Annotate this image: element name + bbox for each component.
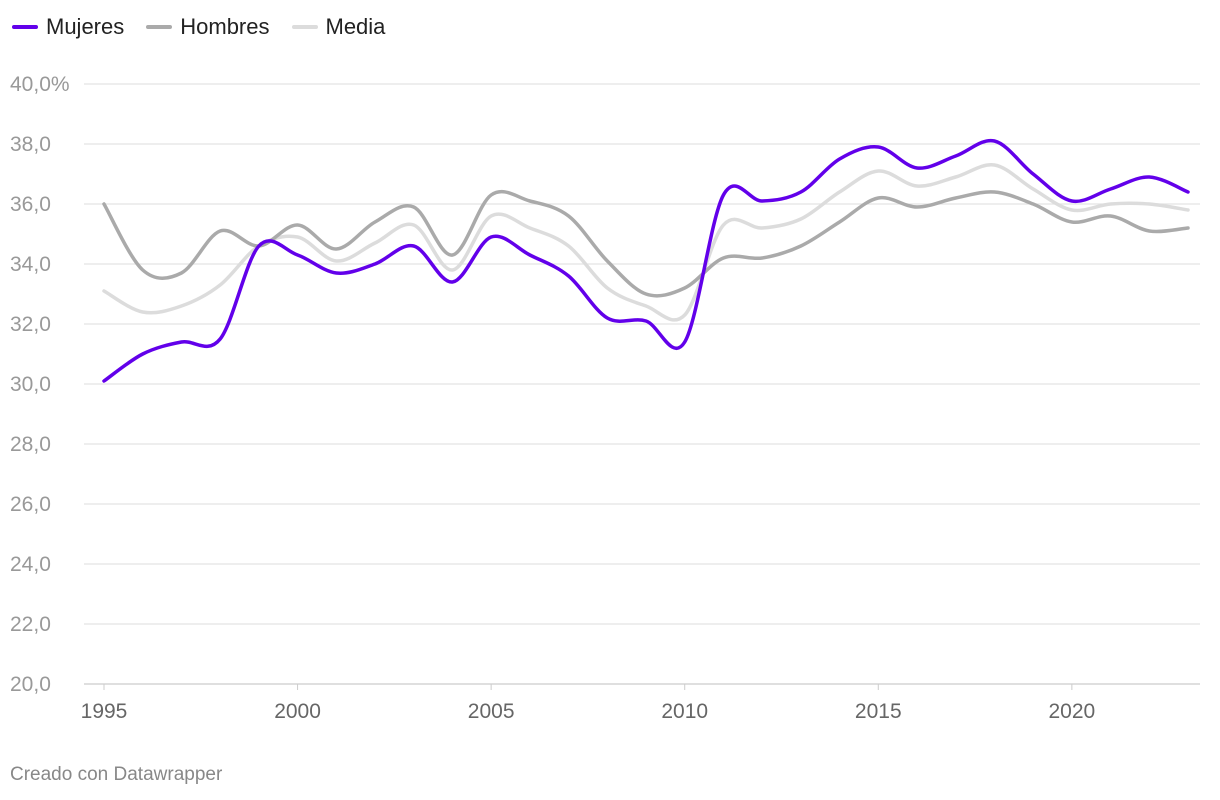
grid-lines	[84, 83, 1200, 685]
legend-label-hombres: Hombres	[180, 14, 270, 39]
legend-swatch-media	[291, 25, 318, 29]
x-tick-label: 2000	[274, 700, 321, 723]
x-tick-label: 2005	[468, 700, 515, 723]
series-line-mujeres	[102, 138, 1190, 383]
legend-item-hombres: Hombres	[146, 14, 270, 40]
x-tick-label: 2010	[661, 700, 708, 723]
x-tick-label: 1995	[81, 700, 128, 723]
y-tick-label: 32,0	[10, 313, 51, 336]
legend-label-media: Media	[325, 14, 386, 39]
legend-item-mujeres: Mujeres	[12, 14, 124, 40]
y-tick-label: 28,0	[10, 433, 51, 456]
x-tick-label: 2015	[855, 700, 902, 723]
y-tick-label: 24,0	[10, 553, 51, 576]
y-tick-label: 22,0	[10, 613, 51, 636]
series-line-media	[102, 163, 1190, 322]
legend-label-mujeres: Mujeres	[46, 14, 125, 39]
legend-swatch-mujeres	[12, 25, 38, 29]
y-tick-label: 26,0	[10, 493, 51, 516]
y-tick-label: 34,0	[10, 253, 51, 276]
legend-item-media: Media	[291, 14, 386, 40]
y-axis: 20,0 22,0 24,0 26,0 28,0 30,0 32,0 34,0 36,0 38,0…	[10, 73, 70, 696]
x-axis: 1995 2000 2005 2010 2015 2020	[81, 684, 1095, 723]
series-lines	[102, 138, 1190, 383]
y-tick-label: 40,0%	[10, 73, 70, 96]
legend-swatch-hombres	[146, 25, 173, 29]
y-tick-label: 38,0	[10, 133, 51, 156]
x-tick-label: 2020	[1048, 700, 1095, 723]
series-line-hombres	[102, 189, 1190, 298]
y-tick-label: 36,0	[10, 193, 51, 216]
legend: Mujeres Hombres Media	[12, 14, 385, 40]
y-tick-label: 30,0	[10, 373, 51, 396]
footer-credit: Creado con Datawrapper	[10, 764, 223, 785]
y-tick-label: 20,0	[10, 673, 51, 696]
